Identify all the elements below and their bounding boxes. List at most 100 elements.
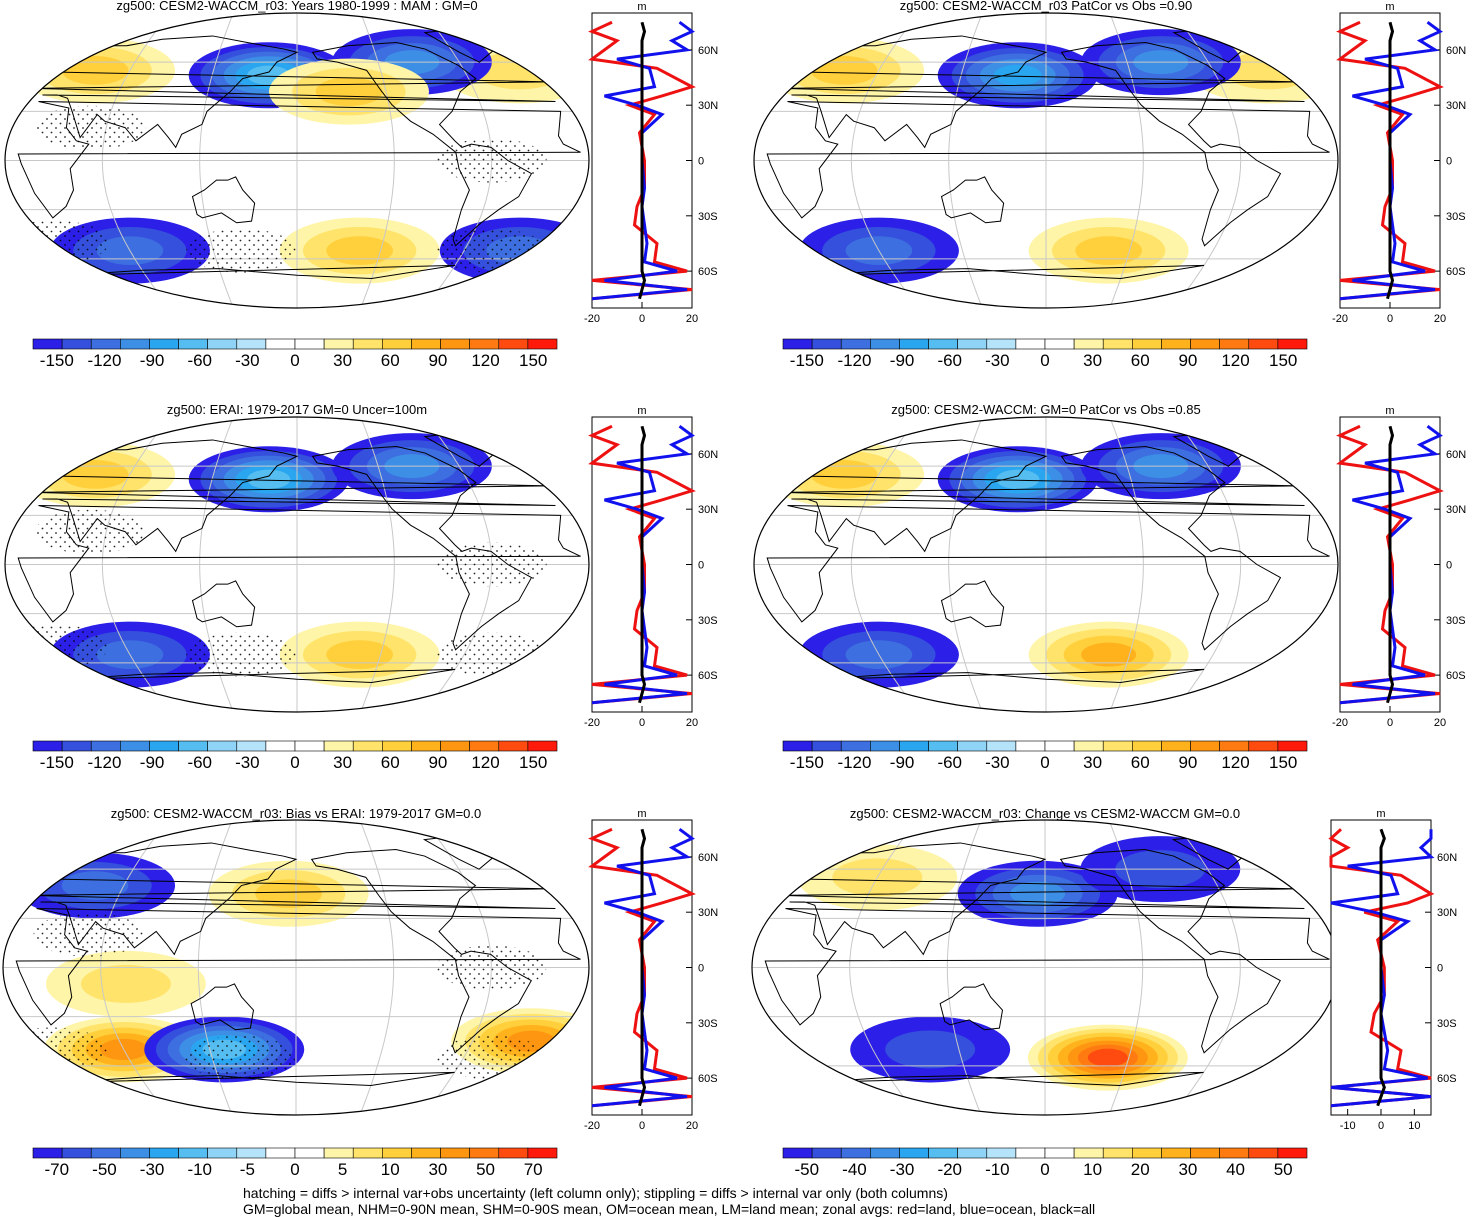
colorbar-label: -90 <box>890 753 915 772</box>
colorbar: -150 -120 -90 -60 -30 0 30 60 90 120 150 <box>782 338 1308 370</box>
colorbar-swatch <box>527 338 558 350</box>
colorbar-swatch <box>294 740 325 752</box>
colorbar-swatch <box>840 740 871 752</box>
graticule-meridian <box>101 417 170 712</box>
colorbar-swatch <box>1044 1147 1075 1159</box>
coastline-australia <box>940 176 1005 224</box>
profile-x-tick-label: 0 <box>639 1120 645 1132</box>
colorbar-label: -120 <box>837 753 871 772</box>
map-border <box>753 416 1339 713</box>
colorbar-label: -150 <box>790 351 824 370</box>
colorbar-swatch <box>32 338 63 350</box>
colorbar-label: -120 <box>837 351 871 370</box>
coastline-australia <box>191 580 256 628</box>
colorbar-label: -90 <box>140 351 165 370</box>
coastline-australia <box>939 983 1004 1031</box>
colorbar-swatch <box>265 740 296 752</box>
colorbar-swatch <box>1190 1147 1220 1159</box>
colorbar-swatch <box>207 1147 238 1159</box>
colorbar-swatch <box>207 740 238 752</box>
colorbar-swatch <box>178 338 208 350</box>
profile-y-tick-label: 30N <box>1446 504 1466 516</box>
colorbar-swatch <box>120 338 150 350</box>
anomaly-contour <box>993 64 1042 86</box>
anomaly-contour <box>255 879 322 909</box>
colorbar-label: 30 <box>333 351 352 370</box>
profile-unit: m <box>637 1 646 13</box>
graticule-meridian <box>946 820 982 1115</box>
profile-line-land <box>1336 424 1444 705</box>
colorbar-swatch <box>498 740 529 752</box>
colorbar-swatch <box>236 1147 267 1159</box>
colorbar-swatch <box>90 338 121 350</box>
profile-y-tick-label: 60N <box>698 45 718 57</box>
graticule-meridian <box>1109 13 1144 308</box>
colorbar-label: 120 <box>1221 753 1249 772</box>
graticule-meridian <box>1172 820 1241 1115</box>
profile-y-tick-label: 0 <box>698 156 704 168</box>
colorbar-swatch <box>899 1147 929 1159</box>
graticule-meridian <box>1109 417 1144 712</box>
colorbar-swatch <box>323 338 354 350</box>
profile-y-tick-label: 60S <box>698 670 718 682</box>
colorbar: -150 -120 -90 -60 -30 0 30 60 90 120 150 <box>32 338 558 370</box>
colorbar-swatch <box>811 740 842 752</box>
colorbar-label: -60 <box>937 351 962 370</box>
colorbar-swatch <box>957 740 988 752</box>
colorbar-label: 50 <box>476 1160 495 1179</box>
panel-title: zg500: CESM2-WACCM_r03: Bias vs ERAI: 19… <box>111 806 482 821</box>
colorbar-label: -40 <box>842 1160 867 1179</box>
colorbar-swatch <box>1044 740 1075 752</box>
colorbar-label: 150 <box>519 753 547 772</box>
colorbar-swatch <box>840 1147 871 1159</box>
colorbar: -50 -40 -30 -20 -10 0 10 20 30 40 50 <box>782 1147 1308 1179</box>
graticule-meridian <box>850 417 919 712</box>
colorbar-swatch <box>120 1147 150 1159</box>
profile-x-tick-label: 20 <box>1434 717 1446 729</box>
colorbar-label: -150 <box>40 753 74 772</box>
colorbar-swatch <box>32 1147 63 1159</box>
colorbar-swatch <box>527 740 558 752</box>
anomaly-contour <box>326 640 393 669</box>
profile-y-tick-label: 30S <box>1437 1018 1457 1030</box>
profile-x-tick-label: 20 <box>1434 313 1446 325</box>
colorbar-label: 30 <box>1178 1160 1197 1179</box>
anomaly-contour <box>1010 881 1066 906</box>
profile-y-tick-label: 30N <box>1446 100 1466 112</box>
colorbar-swatch <box>207 338 238 350</box>
colorbar-swatch <box>1132 1147 1162 1159</box>
anomaly-contour <box>326 236 393 265</box>
profile-y-tick-label: 30S <box>1446 615 1466 627</box>
colorbar-swatch <box>870 1147 900 1159</box>
colorbar-swatch <box>1219 1147 1250 1159</box>
colorbar-swatch <box>782 1147 813 1159</box>
panel-5: zg500: CESM2-WACCM_r03: Bias vs ERAI: 19… <box>2 806 718 1179</box>
colorbar-swatch <box>32 740 63 752</box>
colorbar-label: 0 <box>290 1160 299 1179</box>
map-border <box>4 416 590 713</box>
profile-x-tick-label: 20 <box>686 717 698 729</box>
anomaly-contour <box>1087 1048 1128 1067</box>
graticule-meridian <box>359 820 395 1115</box>
panel-title: zg500: CESM2-WACCM_r03: Years 1980-1999 … <box>116 0 477 13</box>
map-border <box>4 12 590 309</box>
panel-title: zg500: CESM2-WACCM_r03: Change vs CESM2-… <box>850 806 1240 821</box>
profile-line-land <box>1336 20 1444 301</box>
colorbar-label: 90 <box>428 351 447 370</box>
anomaly-contour <box>1075 236 1142 265</box>
colorbar-label: 20 <box>1131 1160 1150 1179</box>
colorbar-label: -30 <box>890 1160 915 1179</box>
anomaly-contour <box>315 77 383 106</box>
panel-title: zg500: ERAI: 1979-2017 GM=0 Uncer=100m <box>167 402 427 417</box>
profile-unit: m <box>637 808 646 820</box>
colorbar-swatch <box>957 1147 988 1159</box>
panel-6: zg500: CESM2-WACCM_r03: Change vs CESM2-… <box>751 806 1457 1179</box>
colorbar-swatch <box>1102 338 1133 350</box>
coastline-australia <box>940 580 1005 628</box>
graticule-meridian <box>1173 13 1242 308</box>
map <box>754 417 1338 712</box>
colorbar-swatch <box>1277 1147 1308 1159</box>
colorbar-swatch <box>957 338 988 350</box>
colorbar-swatch <box>178 1147 208 1159</box>
graticule-meridian <box>850 13 919 308</box>
